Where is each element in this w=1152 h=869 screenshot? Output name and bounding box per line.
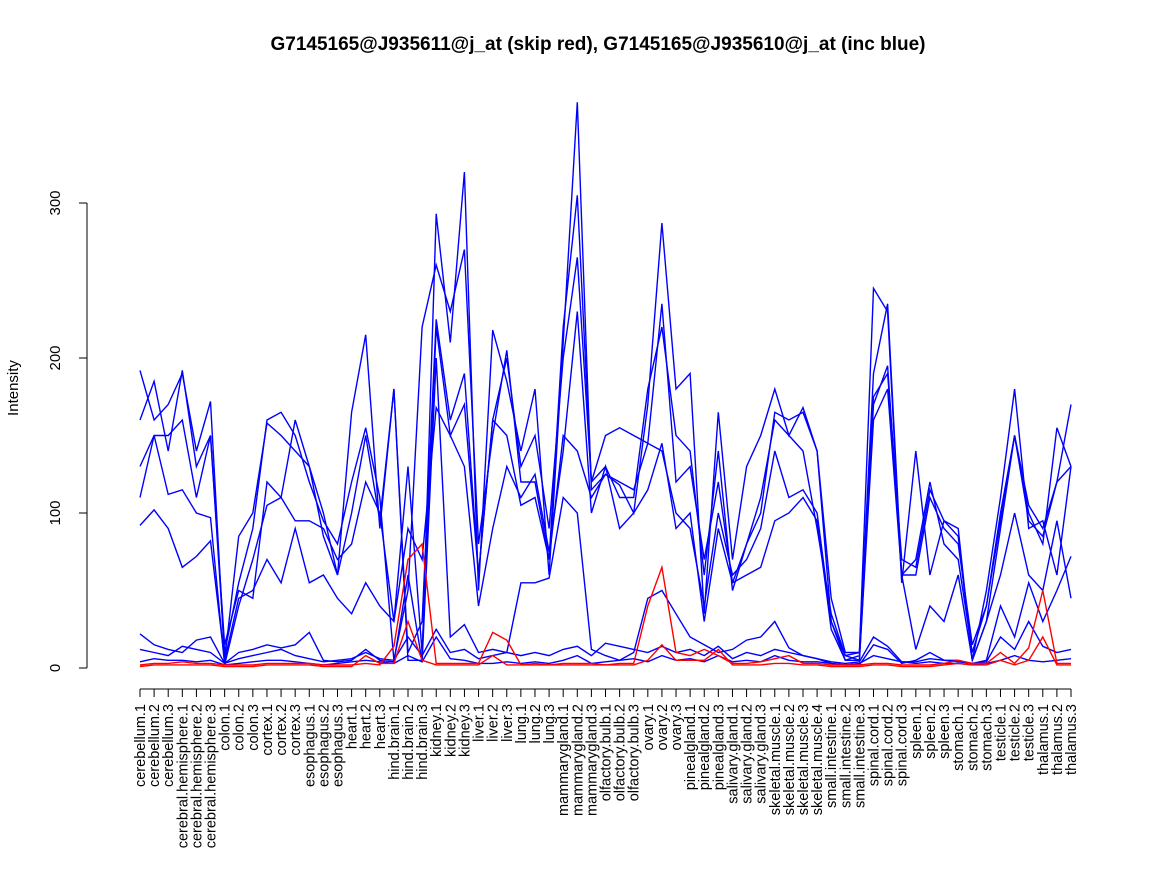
- y-axis-label: Intensity: [5, 360, 22, 416]
- x-tick-label: skeletal.muscle.3: [796, 704, 812, 815]
- series-group: [139, 102, 1072, 668]
- x-tick-label: testicle.2: [1008, 704, 1024, 761]
- x-tick-label: cerebral.hemisphere.2: [189, 704, 205, 848]
- x-tick-label: spleen.3: [937, 704, 953, 759]
- x-tick-label: pinealgland.1: [683, 704, 699, 790]
- x-tick-label: cerebellum.2: [147, 704, 163, 787]
- x-tick-label: liver.1: [472, 704, 488, 742]
- y-tick-label: 100: [47, 500, 64, 525]
- series-line-10: [139, 619, 1071, 668]
- x-tick-label: spinal.cord.1: [867, 704, 883, 786]
- x-tick-label: mammarygland.3: [584, 704, 600, 816]
- x-tick-label: skeletal.muscle.4: [810, 704, 826, 815]
- x-tick-label: kidney.1: [429, 704, 445, 757]
- x-tick-label: colon.2: [232, 704, 248, 751]
- x-tick-label: thalamus.3: [1064, 704, 1080, 775]
- x-tick-label: liver.3: [500, 704, 516, 742]
- x-tick-label: stomach.3: [979, 704, 995, 771]
- x-tick-label: thalamus.2: [1050, 704, 1066, 775]
- x-tick-label: pinealgland.3: [711, 704, 727, 790]
- series-line-1: [139, 102, 1072, 661]
- series-line-4: [139, 326, 1072, 666]
- y-tick-label: 300: [47, 190, 64, 215]
- x-tick-label: stomach.1: [951, 704, 967, 771]
- x-tick-label: small.intestine.3: [852, 704, 868, 808]
- x-tick-label: cerebellum.1: [133, 704, 149, 787]
- x-tick-label: ovary.2: [655, 704, 671, 750]
- chart-title: G7145165@J935611@j_at (skip red), G71451…: [270, 34, 925, 55]
- x-tick-label: esophagus.3: [330, 704, 346, 787]
- x-tick-label: ovary.1: [641, 704, 657, 750]
- x-tick-label: mammarygland.1: [556, 704, 572, 816]
- x-tick-label: skeletal.muscle.2: [782, 704, 798, 815]
- x-tick-label: heart.3: [373, 704, 389, 749]
- x-tick-label: lung.2: [528, 704, 544, 744]
- x-tick-label: lung.3: [542, 704, 558, 744]
- series-line-2: [139, 195, 1072, 661]
- x-tick-label: pinealgland.2: [697, 704, 713, 790]
- x-tick-label: testicle.3: [1022, 704, 1038, 761]
- x-tick-label: hind.brain.2: [401, 704, 417, 780]
- x-tick-label: cerebral.hemisphere.1: [175, 704, 191, 848]
- x-tick-label: heart.1: [345, 704, 361, 749]
- x-tick-label: kidney.2: [443, 704, 459, 757]
- x-tick-label: spinal.cord.3: [895, 704, 911, 786]
- x-tick-label: spinal.cord.2: [881, 704, 897, 786]
- x-tick-label: stomach.2: [965, 704, 981, 771]
- x-tick-label: small.intestine.1: [824, 704, 840, 808]
- x-tick-label: hind.brain.1: [387, 704, 403, 780]
- series-line-5: [139, 311, 1072, 664]
- x-tick-label: esophagus.1: [302, 704, 318, 787]
- y-tick-label: 0: [47, 664, 64, 672]
- series-line-6: [139, 357, 1072, 666]
- y-tick-label: 200: [47, 345, 64, 370]
- x-tick-label: testicle.1: [993, 704, 1009, 761]
- x-tick-label: esophagus.2: [316, 704, 332, 787]
- x-tick-label: lung.1: [514, 704, 530, 744]
- x-tick-label: salivary.gland.1: [725, 704, 741, 804]
- x-tick-label: heart.2: [359, 704, 375, 749]
- x-tick-label: olfactory.bulb.1: [599, 704, 615, 801]
- x-tick-label: cortex.3: [288, 704, 304, 756]
- x-tick-label: liver.2: [486, 704, 502, 742]
- x-axis: cerebellum.1cerebellum.2cerebellum.3cere…: [133, 688, 1080, 848]
- x-tick-label: small.intestine.2: [838, 704, 854, 808]
- x-tick-label: cortex.2: [274, 704, 290, 756]
- series-line-9: [139, 542, 1071, 666]
- series-line-3: [139, 257, 1072, 662]
- x-tick-label: olfactory.bulb.3: [627, 704, 643, 801]
- series-line-7: [139, 620, 1072, 665]
- x-tick-label: thalamus.1: [1036, 704, 1052, 775]
- x-tick-label: colon.1: [218, 704, 234, 751]
- x-tick-label: spleen.1: [909, 704, 925, 759]
- x-tick-label: cortex.1: [260, 704, 276, 756]
- x-tick-label: ovary.3: [669, 704, 685, 750]
- x-tick-label: spleen.2: [923, 704, 939, 759]
- x-tick-label: colon.3: [246, 704, 262, 751]
- series-line-8: [139, 635, 1072, 666]
- y-axis: 0 100 200 300: [47, 190, 88, 672]
- x-tick-label: olfactory.bulb.2: [613, 704, 629, 801]
- x-tick-label: skeletal.muscle.1: [768, 704, 784, 815]
- x-tick-label: cerebellum.3: [161, 704, 177, 787]
- x-tick-label: salivary.gland.3: [754, 704, 770, 804]
- x-tick-label: salivary.gland.2: [740, 704, 756, 804]
- x-tick-label: hind.brain.3: [415, 704, 431, 780]
- x-tick-label: cerebral.hemisphere.3: [204, 704, 220, 848]
- x-tick-label: kidney.3: [457, 704, 473, 757]
- x-tick-label: mammarygland.2: [570, 704, 586, 816]
